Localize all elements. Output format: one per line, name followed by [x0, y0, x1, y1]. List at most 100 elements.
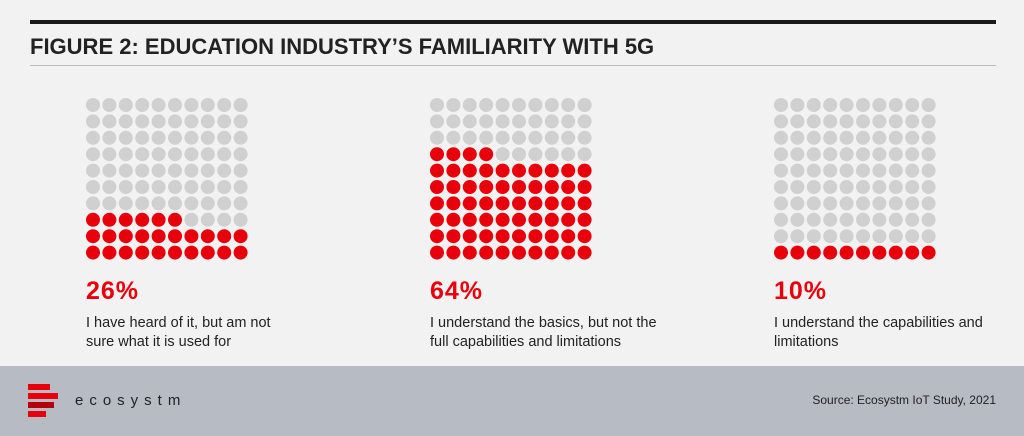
dot	[888, 229, 903, 244]
dot	[495, 180, 510, 194]
dot	[462, 196, 477, 211]
dot	[905, 196, 920, 211]
dot	[233, 196, 248, 211]
dot	[512, 130, 526, 145]
dot	[217, 130, 232, 145]
dot	[577, 98, 592, 112]
dot	[462, 130, 477, 145]
dot	[888, 130, 903, 145]
dot	[577, 114, 592, 129]
dot	[872, 229, 887, 244]
dot	[888, 147, 903, 162]
dot	[561, 212, 576, 227]
dot	[102, 180, 117, 194]
dot	[135, 147, 150, 162]
dot	[561, 147, 576, 162]
dot	[905, 245, 920, 260]
dot	[528, 163, 543, 178]
dot	[905, 147, 920, 162]
dot	[102, 114, 117, 129]
dot	[806, 98, 821, 112]
dot	[217, 163, 232, 178]
dot	[479, 229, 494, 244]
dot	[151, 245, 166, 260]
dot	[806, 180, 821, 194]
dot	[839, 147, 854, 162]
dot	[839, 130, 854, 145]
dot	[561, 196, 576, 211]
dot	[839, 163, 854, 178]
dot	[774, 229, 788, 244]
dot	[823, 130, 838, 145]
dot	[233, 229, 248, 244]
dot	[823, 147, 838, 162]
footer: ecosystm Source: Ecosystm IoT Study, 202…	[0, 366, 1024, 436]
dot	[774, 130, 788, 145]
dot	[200, 163, 215, 178]
dot	[479, 130, 494, 145]
empty-dots	[774, 98, 936, 244]
dot	[151, 196, 166, 211]
dot	[86, 212, 100, 227]
dot	[790, 98, 805, 112]
dot	[856, 98, 870, 112]
dot	[839, 212, 854, 227]
dot	[200, 245, 215, 260]
dot	[823, 114, 838, 129]
dot	[823, 245, 838, 260]
dot	[872, 245, 887, 260]
dot	[118, 147, 133, 162]
dot	[921, 114, 936, 129]
dot	[888, 114, 903, 129]
dot	[823, 196, 838, 211]
dot	[151, 229, 166, 244]
dot	[774, 180, 788, 194]
dot	[544, 163, 559, 178]
category-label: I understand the basics, but not the ful…	[430, 315, 657, 350]
dot	[495, 114, 510, 129]
dot	[479, 114, 494, 129]
waffle-fill	[430, 147, 592, 260]
dot	[217, 196, 232, 211]
dot	[905, 130, 920, 145]
dot	[839, 196, 854, 211]
dot	[184, 114, 199, 129]
dot	[823, 180, 838, 194]
dot	[495, 130, 510, 145]
dot	[102, 212, 117, 227]
dot	[577, 245, 592, 260]
dot	[233, 147, 248, 162]
dot	[512, 114, 526, 129]
dot	[790, 114, 805, 129]
dot	[446, 147, 461, 162]
dot	[495, 212, 510, 227]
dot	[577, 180, 592, 194]
dot	[544, 130, 559, 145]
dot	[512, 245, 526, 260]
dot	[462, 229, 477, 244]
dot	[118, 98, 133, 112]
dot	[806, 114, 821, 129]
dot	[184, 130, 199, 145]
dot	[872, 196, 887, 211]
dot	[168, 98, 182, 112]
dot	[233, 114, 248, 129]
dot	[102, 163, 117, 178]
dot	[528, 196, 543, 211]
dot	[462, 212, 477, 227]
dot	[823, 98, 838, 112]
dot	[200, 180, 215, 194]
dot	[774, 212, 788, 227]
dot	[446, 229, 461, 244]
dot	[217, 98, 232, 112]
dot	[217, 212, 232, 227]
dot	[888, 212, 903, 227]
dot	[102, 98, 117, 112]
chart	[30, 20, 996, 260]
dot	[512, 212, 526, 227]
dot	[495, 147, 510, 162]
dot	[118, 163, 133, 178]
dot	[135, 180, 150, 194]
dot	[118, 114, 133, 129]
dot	[479, 180, 494, 194]
